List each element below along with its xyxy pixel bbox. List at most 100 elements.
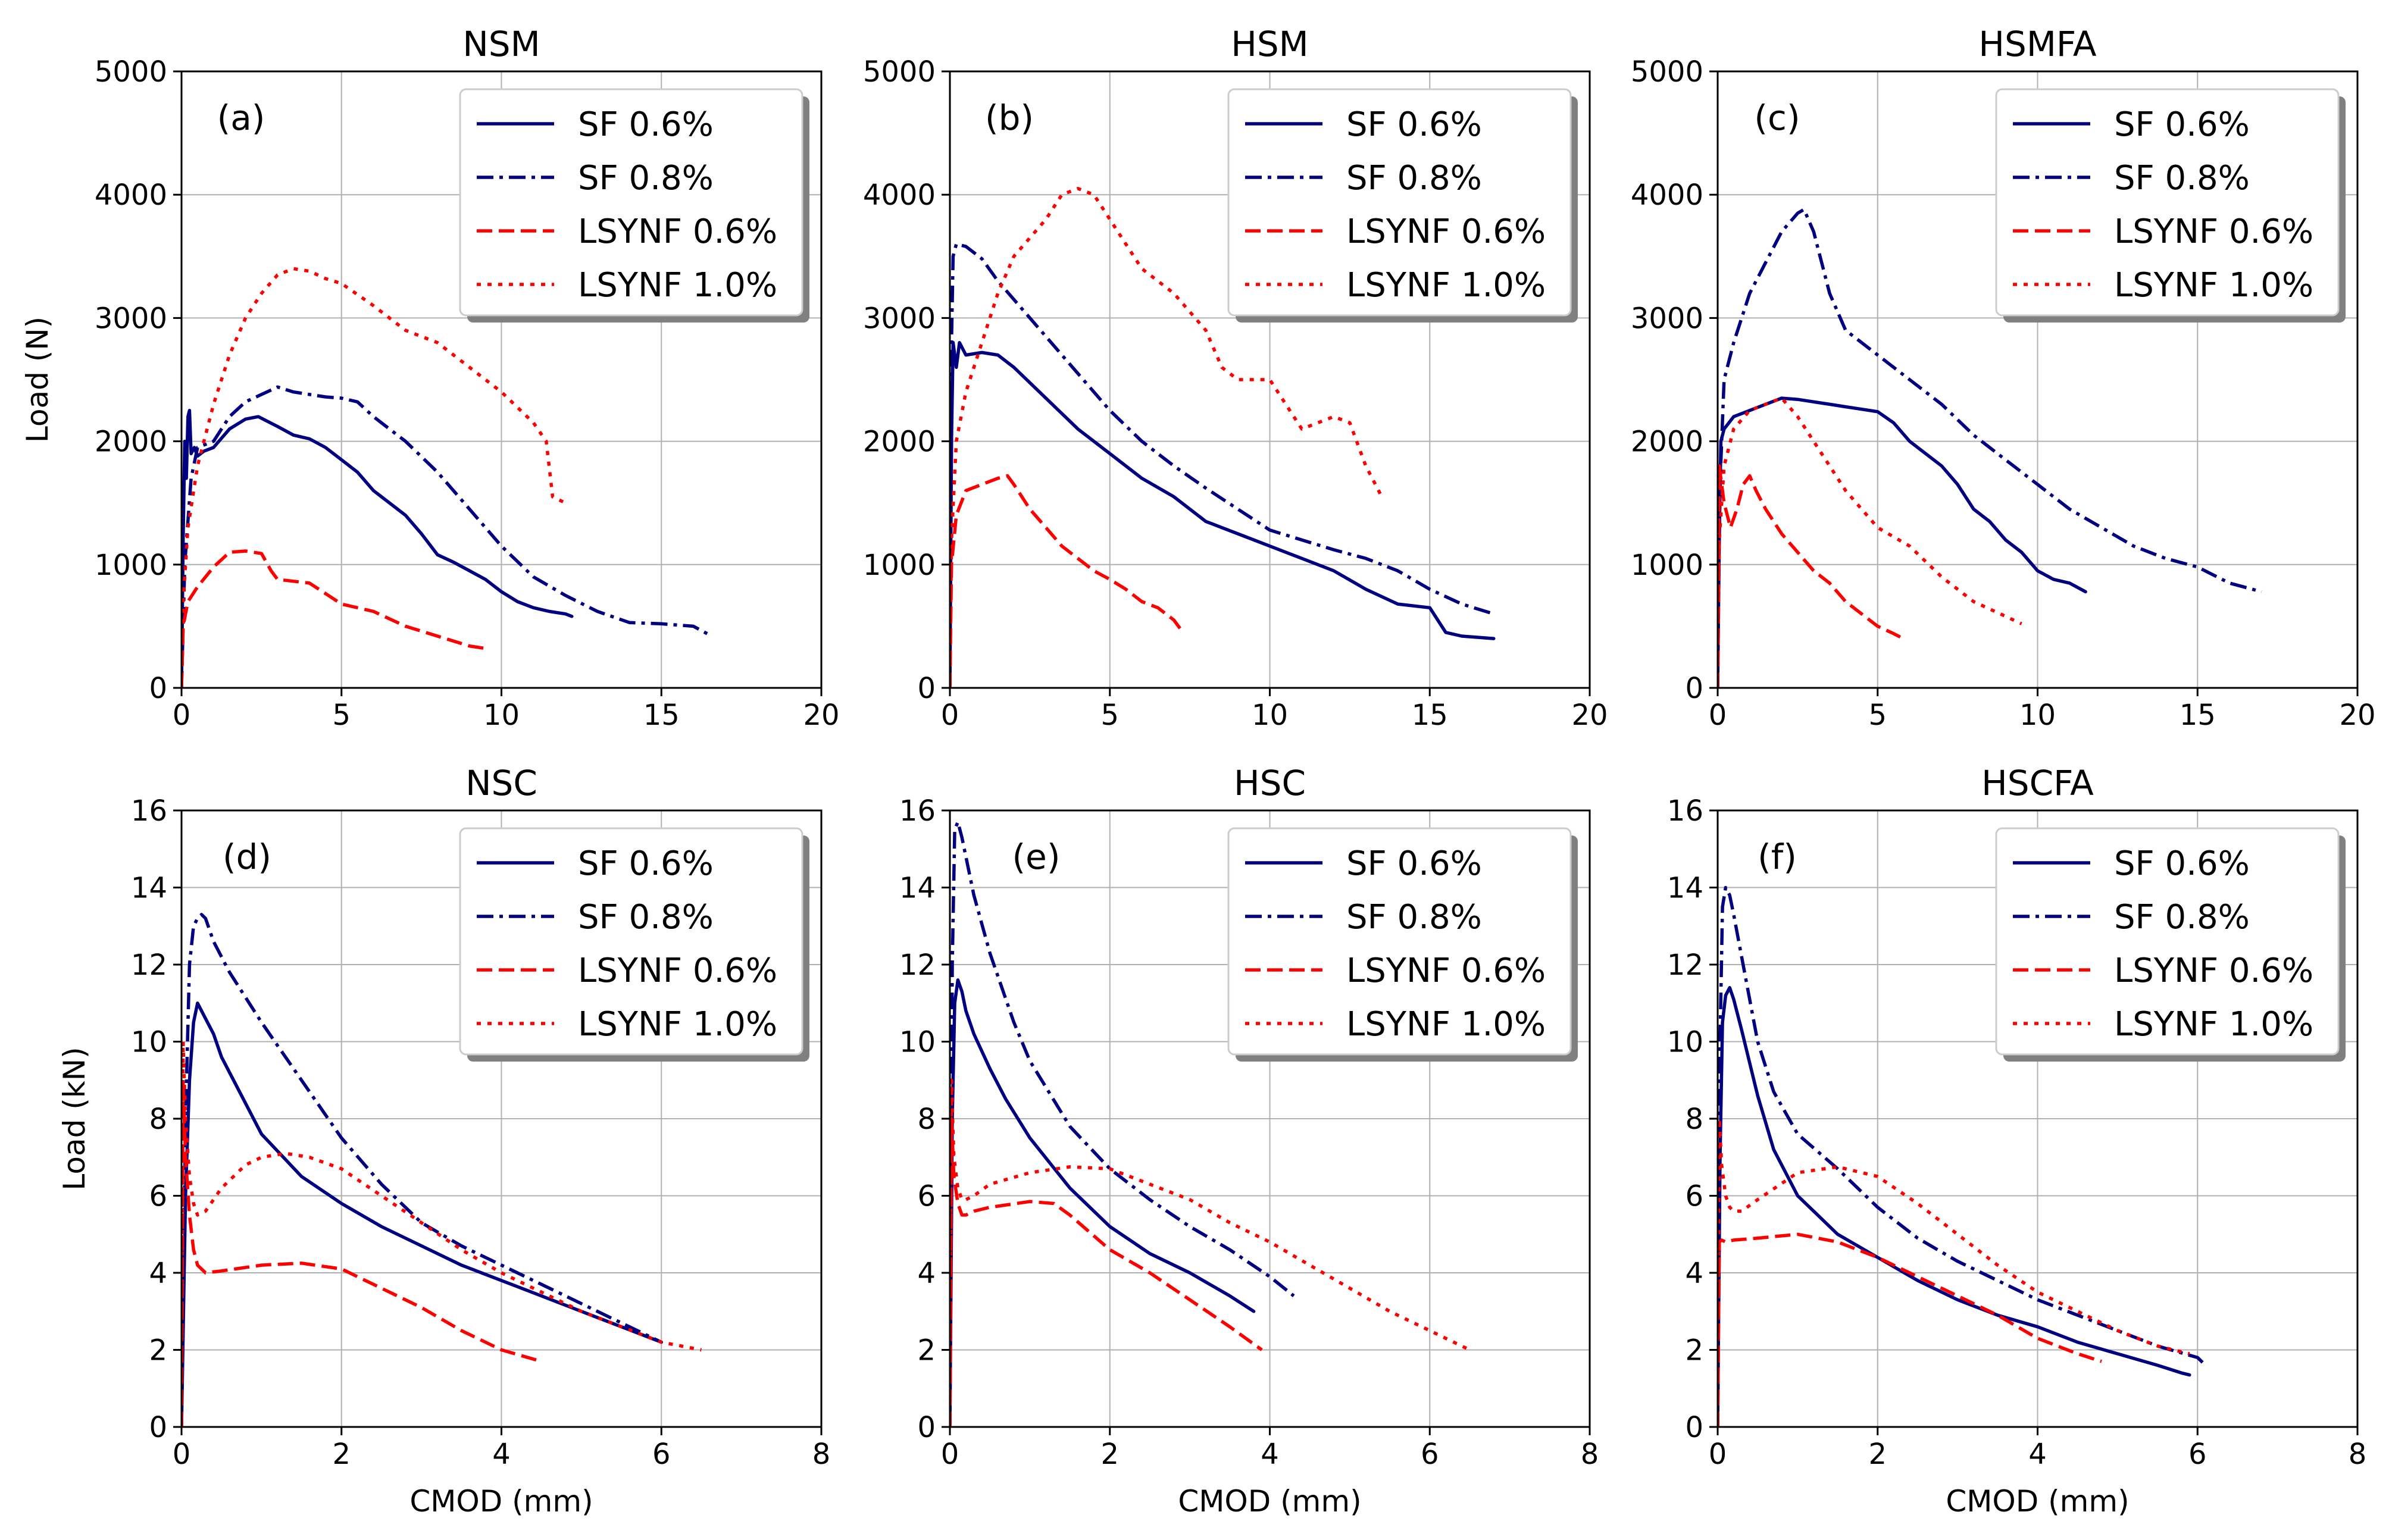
x-axis-label: CMOD (mm) [1946,1484,2129,1519]
panel-label: (c) [1754,98,1800,138]
series-line-lsynf-1-0- [182,267,567,688]
x-tick-label: 5 [332,699,351,732]
y-tick-label: 8 [1685,1103,1703,1136]
y-tick-label: 6 [1685,1180,1703,1213]
legend-box [459,88,803,317]
y-tick-label: 6 [149,1180,167,1213]
y-tick-label: 2000 [95,425,167,459]
panel-hsc: 0 2 4 6 8 0 2 4 6 8 10 12 14 16 HSC CMOD (mm) (e) SF 0.6%… [899,763,1599,1519]
series-line-sf-0-6- [950,978,1256,1427]
legend-label: SF 0.6% [1346,105,1482,144]
y-tick-label: 0 [1685,672,1703,705]
series-line-sf-0-6- [1718,986,2191,1427]
legend-label: SF 0.6% [1346,844,1482,883]
legend-label: SF 0.8% [1346,898,1482,937]
panel-title: HSC [1234,763,1306,803]
legend-label: LSYNF 0.6% [1346,951,1546,990]
x-tick-label: 5 [1868,699,1887,732]
y-tick-label: 10 [899,1026,936,1059]
series-line-lsynf-0-6- [182,1078,542,1427]
y-tick-label: 4000 [1631,179,1703,212]
y-tick-label: 4 [917,1257,936,1290]
panel-title: HSCFA [1981,763,2094,803]
x-axis-label: CMOD (mm) [1178,1484,1361,1519]
y-tick-label: 0 [917,1411,936,1444]
series-line-lsynf-0-6- [950,1117,1263,1427]
x-tick-label: 2 [1100,1438,1119,1471]
x-tick-label: 0 [941,1438,959,1471]
panel-label: (e) [1012,837,1061,877]
y-tick-label: 4000 [95,179,167,212]
x-tick-label: 8 [1581,1438,1599,1471]
y-tick-label: 5000 [1631,55,1703,89]
x-tick-label: 10 [483,699,520,732]
panel-label: (f) [1758,837,1797,877]
series-line-lsynf-0-6- [950,474,1182,688]
panel-hsm: 0 5 10 15 20 0 1000 2000 3000 4000 5000 HSM (b) SF 0.… [863,24,1608,732]
series-line-sf-0-6- [182,1001,664,1427]
series-line-sf-0-6- [182,409,574,688]
y-tick-label: 6 [917,1180,936,1213]
legend-box [1227,827,1572,1056]
x-tick-label: 10 [2019,699,2056,732]
legend-label: SF 0.8% [578,159,714,198]
y-tick-label: 1000 [95,549,167,582]
x-tick-label: 5 [1100,699,1119,732]
legend-label: LSYNF 1.0% [2114,1005,2313,1044]
legend-label: SF 0.6% [2114,105,2250,144]
panel-label: (a) [217,98,265,138]
series-line-sf-0-8- [182,385,711,688]
legend-box [1995,827,2340,1056]
series-line-lsynf-1-0- [182,1040,702,1427]
panel-title: HSMFA [1978,24,2097,64]
y-tick-label: 4000 [863,179,936,212]
legend-label: LSYNF 1.0% [578,266,777,305]
panel-label: (d) [223,837,271,877]
x-tick-label: 2 [1868,1438,1887,1471]
panel-title: NSC [465,763,537,803]
x-tick-label: 6 [2188,1438,2207,1471]
x-tick-label: 0 [173,699,191,732]
legend-label: LSYNF 0.6% [578,212,777,251]
legend-label: LSYNF 0.6% [2114,951,2313,990]
y-axis-label: Load (N) [20,317,55,443]
legend-label: SF 0.8% [578,898,714,937]
legend-label: SF 0.8% [2114,898,2250,937]
x-tick-label: 8 [812,1438,831,1471]
panel-title: NSM [462,24,540,64]
y-tick-label: 12 [1667,949,1703,982]
y-tick-label: 8 [149,1103,167,1136]
series-line-lsynf-0-6- [182,549,486,688]
panel-nsc: 0 2 4 6 8 0 2 4 6 8 10 12 14 16 NSC CMOD (mm) Load (kN) (… [57,763,830,1519]
legend-label: LSYNF 1.0% [1346,1005,1546,1044]
x-tick-label: 4 [1261,1438,1279,1471]
series-line-sf-0-6- [950,341,1496,688]
y-tick-label: 4 [149,1257,167,1290]
x-tick-label: 15 [2180,699,2216,732]
y-tick-label: 1000 [863,549,936,582]
y-tick-label: 14 [899,872,936,905]
series-line-sf-0-8- [1718,208,2262,688]
x-tick-label: 8 [2349,1438,2367,1471]
y-tick-label: 5000 [863,55,936,89]
legend-box [1995,88,2340,317]
legend-label: SF 0.6% [578,105,714,144]
y-tick-label: 1000 [1631,549,1703,582]
y-tick-label: 10 [1667,1026,1703,1059]
legend-label: SF 0.8% [2114,159,2250,198]
legend-label: LSYNF 1.0% [1346,266,1546,305]
y-tick-label: 2000 [863,425,936,459]
y-tick-label: 14 [1667,872,1703,905]
series-line-sf-0-8- [950,820,1295,1427]
legend-label: SF 0.6% [2114,844,2250,883]
x-tick-label: 2 [332,1438,351,1471]
x-tick-label: 0 [173,1438,191,1471]
series-line-lsynf-0-6- [1718,464,1905,688]
y-tick-label: 16 [899,794,936,828]
legend-label: LSYNF 0.6% [2114,212,2313,251]
x-tick-label: 4 [492,1438,511,1471]
y-tick-label: 10 [131,1026,167,1059]
x-axis-label: CMOD (mm) [409,1484,593,1519]
y-tick-label: 12 [131,949,167,982]
